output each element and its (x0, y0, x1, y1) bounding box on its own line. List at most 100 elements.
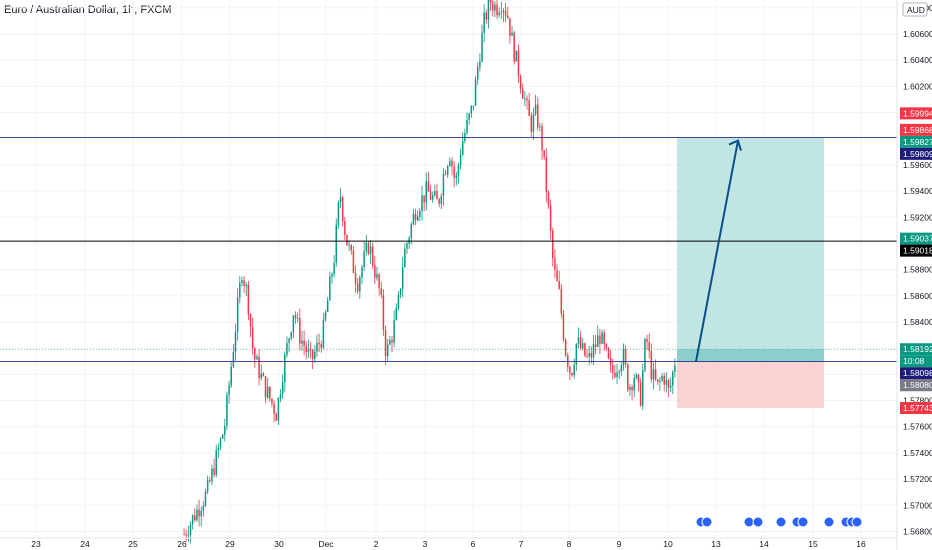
economic-event-icon[interactable] (701, 516, 713, 528)
candle-body (564, 339, 567, 356)
candle-body (419, 211, 421, 217)
candle-body (605, 343, 608, 349)
candle-body (264, 376, 267, 398)
candle-body (333, 262, 335, 275)
candle-body (657, 379, 659, 382)
candle-body (455, 175, 458, 178)
price-tick-label: 1.57400 (903, 448, 932, 458)
candle-body (622, 349, 625, 366)
candle-body (485, 12, 488, 20)
candle-body (363, 251, 365, 268)
candle-body (468, 113, 470, 120)
candle-body (556, 270, 558, 282)
candle-body (582, 343, 584, 349)
price-tick-label: 1.58800 (903, 265, 932, 275)
candle-body (457, 165, 460, 176)
candle-body (545, 156, 548, 193)
economic-event-icon[interactable] (823, 516, 835, 528)
candle-body (271, 398, 273, 404)
candle-body (275, 413, 277, 421)
candle-body (249, 314, 252, 327)
candle-body (586, 355, 588, 357)
candle-body (547, 192, 550, 206)
candle-body (601, 332, 603, 344)
candle-body (472, 105, 475, 107)
candle-body (427, 181, 430, 192)
candle-body (509, 18, 511, 36)
candle-body (470, 105, 473, 114)
candle-body (672, 372, 674, 386)
candle-body (410, 224, 413, 239)
candle-body (594, 344, 597, 347)
candle-body (386, 344, 389, 357)
candle-body (549, 205, 552, 231)
candle-body (491, 2, 494, 11)
candle-body (189, 524, 192, 536)
candle-body (279, 394, 282, 399)
candle-body (571, 372, 573, 376)
candle-body (183, 534, 185, 535)
price-tag (900, 107, 932, 120)
time-tick-label: 26 (177, 539, 187, 549)
candle-body (646, 339, 648, 342)
candle-body (391, 339, 393, 343)
candle-body (532, 113, 535, 132)
candle-body (281, 382, 284, 395)
candle-body (254, 348, 256, 360)
candle-body (453, 166, 455, 178)
time-tick-label: 15 (808, 539, 818, 549)
candle-body (524, 98, 526, 100)
economic-event-icon[interactable] (851, 516, 863, 528)
candle-body (637, 374, 640, 383)
economic-event-icon[interactable] (797, 516, 809, 528)
time-tick-label: 3 (423, 539, 428, 549)
candle-body (228, 385, 230, 396)
candle-body (639, 382, 642, 406)
candle-body (461, 141, 464, 156)
candle-body (406, 243, 408, 249)
candle-body (421, 195, 423, 212)
candle-body (674, 365, 676, 373)
time-tick-label: 2 (374, 539, 379, 549)
candle-body (260, 373, 262, 379)
candle-body (431, 195, 434, 200)
time-tick-label: 7 (519, 539, 524, 549)
candle-body (648, 341, 650, 352)
price-tick-label: 1.56800 (903, 526, 932, 536)
price-tag (900, 379, 932, 392)
candle-body (299, 318, 301, 344)
time-tick-label: 14 (759, 539, 769, 549)
event-markers (695, 516, 863, 528)
candle-body (614, 372, 616, 377)
candle-body (444, 173, 447, 175)
candle-body (530, 115, 533, 132)
candle-body (483, 12, 485, 33)
economic-event-icon[interactable] (775, 516, 787, 528)
candle-body (644, 339, 646, 371)
candle-body (356, 283, 359, 292)
time-tick-label: 24 (80, 539, 90, 549)
candle-body (307, 349, 310, 353)
candle-body (337, 202, 340, 225)
price-tag (900, 123, 932, 136)
candle-body (348, 245, 350, 246)
candle-body (543, 150, 545, 157)
candle-body (273, 403, 275, 414)
horizontal-lines (0, 137, 897, 362)
candle-body (234, 331, 237, 352)
economic-event-icon[interactable] (752, 516, 764, 528)
candle-body (316, 342, 318, 352)
candle-body (224, 425, 226, 435)
candle-body (616, 372, 618, 377)
price-tick-label: 1.58400 (903, 317, 932, 327)
price-axis-bg (897, 0, 932, 550)
candle-body (489, 0, 492, 3)
candle-body (667, 380, 670, 388)
candle-body (247, 284, 250, 315)
candle-body (481, 32, 483, 62)
candle-body (521, 88, 524, 99)
candle-body (650, 351, 653, 380)
candle-body (517, 50, 520, 77)
candle-body (290, 332, 292, 339)
